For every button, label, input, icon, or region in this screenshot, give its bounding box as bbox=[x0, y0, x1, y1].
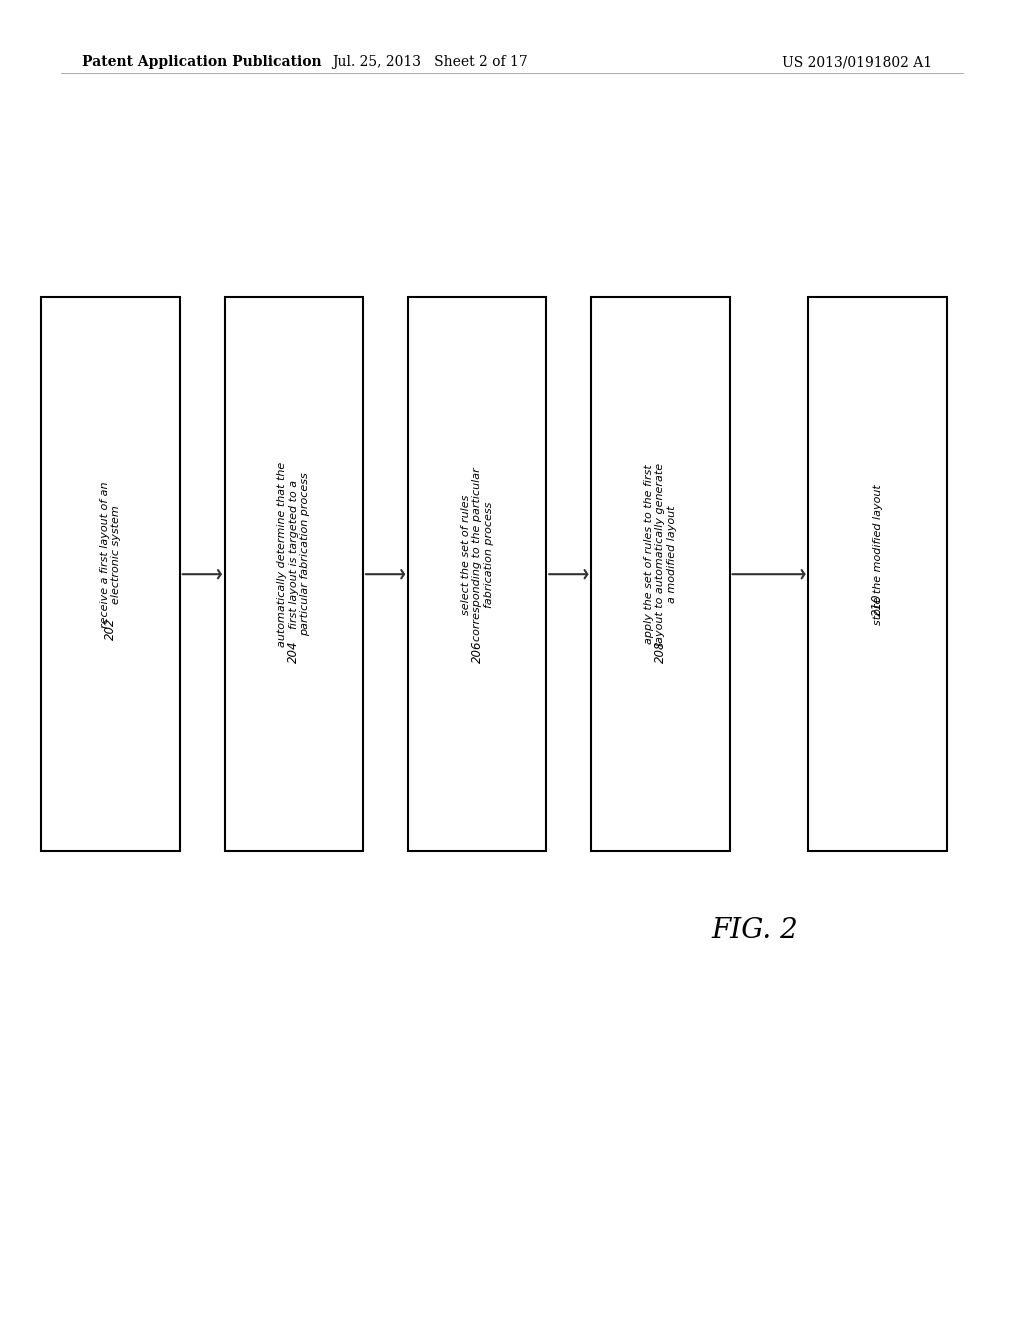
Text: 206: 206 bbox=[471, 640, 483, 664]
Bar bbox=[224, 297, 362, 851]
Bar bbox=[809, 297, 946, 851]
Text: FIG. 2: FIG. 2 bbox=[712, 917, 799, 944]
Text: store the modified layout: store the modified layout bbox=[872, 484, 883, 624]
Text: US 2013/0191802 A1: US 2013/0191802 A1 bbox=[781, 55, 932, 70]
Text: select the set of rules
corresponding to the particular
fabrication process: select the set of rules corresponding to… bbox=[461, 467, 494, 642]
Text: Patent Application Publication: Patent Application Publication bbox=[82, 55, 322, 70]
Text: apply the set of rules to the first
layout to automatically generate
a modified : apply the set of rules to the first layo… bbox=[644, 463, 677, 645]
Bar bbox=[41, 297, 180, 851]
Bar bbox=[408, 297, 547, 851]
Text: 204: 204 bbox=[288, 640, 300, 664]
Text: Jul. 25, 2013   Sheet 2 of 17: Jul. 25, 2013 Sheet 2 of 17 bbox=[332, 55, 528, 70]
Text: receive a first layout of an
electronic system: receive a first layout of an electronic … bbox=[99, 482, 122, 627]
Bar bbox=[592, 297, 729, 851]
Text: 210: 210 bbox=[871, 593, 884, 616]
Text: 208: 208 bbox=[654, 640, 667, 664]
Text: automatically determine that the
first layout is targeted to a
particular fabric: automatically determine that the first l… bbox=[278, 462, 310, 647]
Text: 202: 202 bbox=[104, 616, 117, 640]
